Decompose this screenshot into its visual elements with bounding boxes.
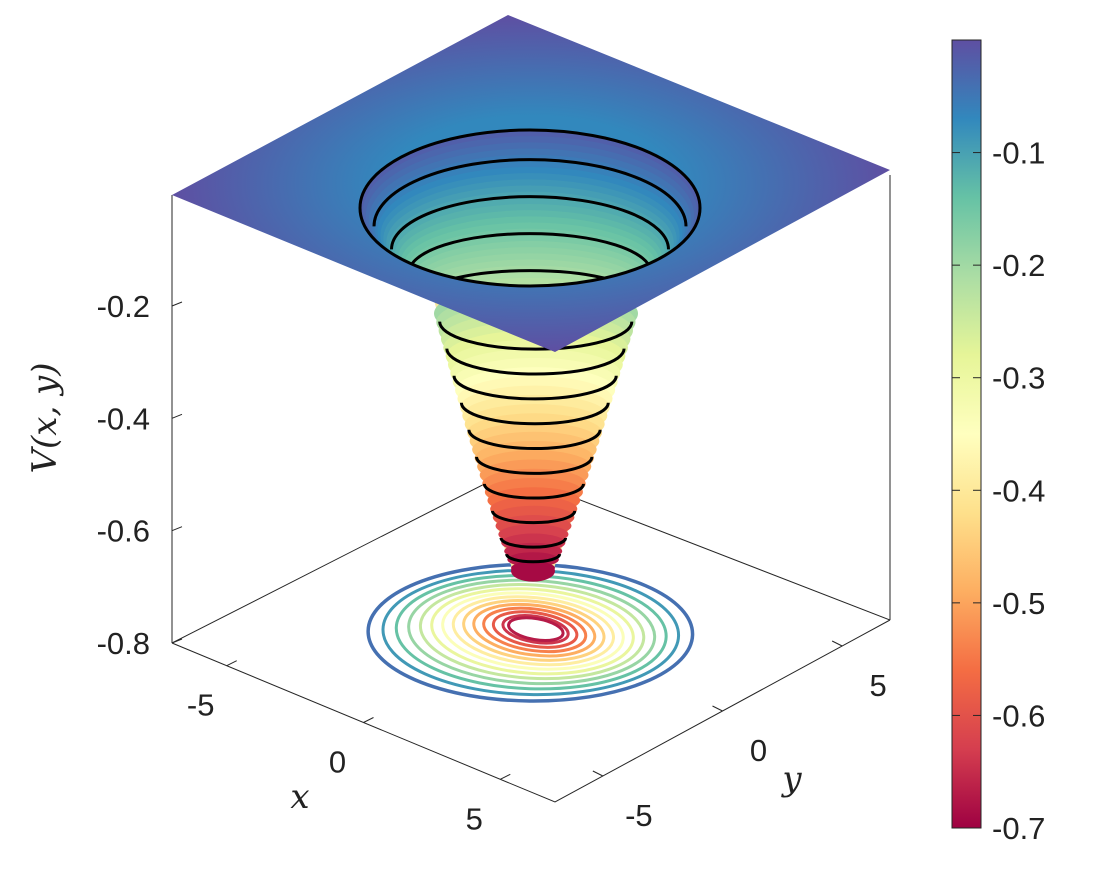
z-tick-label: -0.8	[97, 626, 150, 661]
funnel-contour-line	[490, 510, 577, 525]
funnel-contour-line	[452, 375, 618, 401]
hole-rim-line	[358, 128, 702, 288]
x-tick-label: -5	[187, 688, 215, 723]
plateau-sheet	[172, 15, 890, 352]
y-tick-mark	[592, 770, 604, 777]
x-tick-label: 0	[329, 745, 346, 780]
colorbar-ticks: -0.1 -0.2 -0.3 -0.4 -0.5 -0.6 -0.7	[952, 136, 1045, 846]
colorbar-tick-label: -0.3	[992, 361, 1045, 396]
x-tick-label: 5	[466, 801, 483, 836]
floor-contour-line	[451, 595, 616, 667]
z-axis-label: V(x, y)	[25, 362, 65, 473]
y-tick-label: 0	[750, 733, 767, 768]
funnel-tip	[511, 560, 555, 582]
funnel-contour-lines	[438, 321, 634, 564]
floor-contour-line	[501, 614, 570, 645]
z-tick-label: -0.2	[97, 289, 150, 324]
y-axis: -5 0 5	[592, 640, 887, 833]
x-axis: -5 0 5	[187, 660, 511, 836]
z-tick-mark	[171, 413, 183, 419]
hole-contour-line	[407, 232, 653, 273]
plateau-surface	[172, 15, 890, 352]
floor-contours	[366, 562, 695, 703]
floor-contour-line	[482, 606, 588, 654]
colorbar-tick-label: -0.5	[992, 586, 1045, 621]
y-axis-label: y	[780, 759, 802, 799]
funnel-contour-line	[499, 537, 568, 549]
y-tick-label: -5	[625, 798, 653, 833]
z-tick-mark	[171, 526, 183, 532]
funnel-contour-line	[467, 429, 602, 451]
funnel-contour-line	[445, 348, 626, 376]
y-tick-label: 5	[870, 668, 887, 703]
z-tick-mark	[171, 301, 183, 307]
x-tick-mark	[500, 773, 511, 780]
hole-contour-line	[372, 158, 688, 227]
z-tick-mark	[171, 638, 183, 644]
hole-contour-line	[390, 195, 670, 250]
floor-contour-line	[491, 610, 579, 649]
colorbar-tick-label: -0.6	[992, 698, 1045, 733]
funnel-contour-line	[475, 456, 594, 475]
floor-contour-line	[472, 602, 597, 658]
colorbar-tick-label: -0.4	[992, 473, 1045, 508]
x-axis-label: x	[290, 777, 309, 817]
floor-contour-line	[441, 591, 625, 671]
colorbar: -0.1 -0.2 -0.3 -0.4 -0.5 -0.6 -0.7	[951, 39, 1045, 846]
z-tick-label: -0.4	[97, 401, 150, 436]
funnel-contour-line	[459, 402, 610, 426]
colorbar-tick-label: -0.2	[992, 248, 1045, 283]
x-tick-mark	[363, 717, 374, 723]
colorbar-gradient	[951, 39, 982, 829]
floor-contour-line	[430, 587, 635, 676]
floor-contour-line	[418, 583, 646, 681]
z-axis: -0.2 -0.4 -0.6 -0.8	[97, 289, 183, 661]
y-tick-mark	[831, 640, 843, 647]
funnel-contour-line	[438, 321, 634, 351]
colorbar-tick-label: -0.7	[992, 811, 1045, 846]
funnel-contour-line	[505, 553, 562, 564]
front-floor-edges	[171, 619, 891, 803]
funnel-contour-line	[482, 483, 585, 500]
colorbar-tick-label: -0.1	[992, 136, 1045, 171]
floor-contour-line	[507, 616, 565, 642]
z-tick-label: -0.6	[97, 514, 150, 549]
floor-contour-line	[462, 599, 606, 662]
x-tick-mark	[226, 660, 237, 667]
y-tick-mark	[712, 705, 723, 712]
